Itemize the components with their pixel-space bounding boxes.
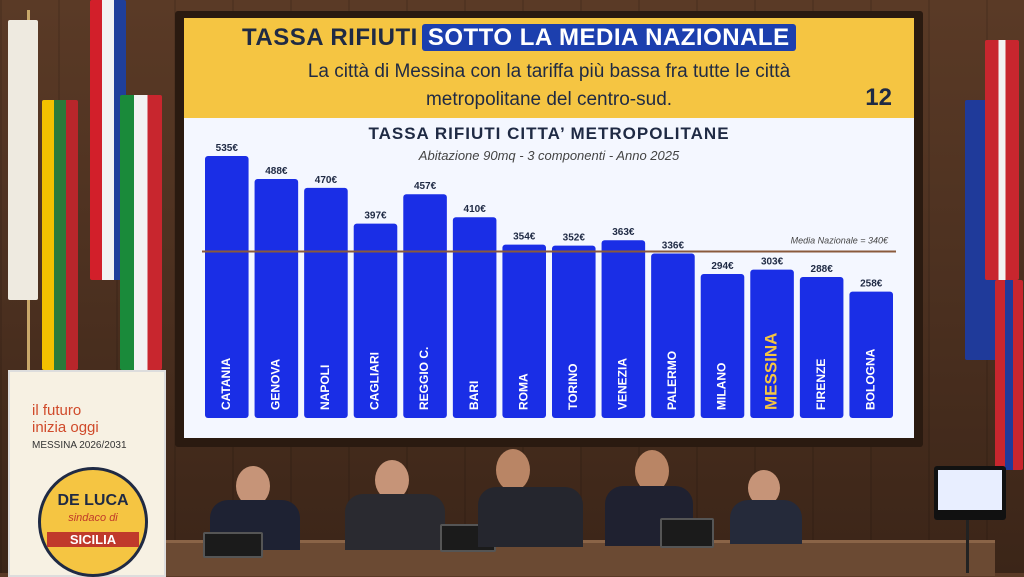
projection-slide: TASSA RIFIUTI SOTTO LA MEDIA NAZIONALE La… bbox=[184, 18, 914, 438]
bar-catania bbox=[205, 156, 249, 418]
reference-label: Media Nazionale = 340€ bbox=[791, 235, 889, 245]
bar-milano bbox=[700, 274, 745, 418]
rollup-line1: il futuro bbox=[32, 402, 82, 419]
bar-value-label: 303€ bbox=[761, 257, 784, 268]
bar-category-label: BARI bbox=[467, 381, 481, 410]
person-body bbox=[730, 500, 802, 544]
bar-value-label: 294€ bbox=[711, 261, 734, 272]
bar-value-label: 457€ bbox=[414, 181, 437, 192]
bar-category-label: MESSINA bbox=[762, 333, 781, 410]
bar-category-label: GENOVA bbox=[269, 359, 283, 410]
slide-title: TASSA RIFIUTI SOTTO LA MEDIA NAZIONALE bbox=[242, 24, 796, 52]
bar-value-label: 354€ bbox=[513, 232, 536, 243]
bar-category-label: CATANIA bbox=[219, 357, 233, 410]
bar-genova bbox=[254, 179, 299, 418]
bar-venezia bbox=[601, 240, 646, 418]
person-body bbox=[345, 494, 445, 550]
person-head bbox=[375, 460, 409, 500]
bar-category-label: BOLOGNA bbox=[863, 348, 877, 410]
bar-category-label: TORINO bbox=[566, 364, 580, 410]
person-head bbox=[635, 450, 669, 492]
person-head bbox=[236, 466, 270, 506]
bar-cagliari bbox=[353, 223, 398, 418]
bar-category-label: PALERMO bbox=[665, 351, 679, 410]
bar-value-label: 352€ bbox=[563, 233, 586, 244]
title-left: TASSA RIFIUTI bbox=[242, 24, 418, 51]
bar-bologna bbox=[849, 291, 893, 418]
bar-torino bbox=[552, 245, 596, 418]
bar-value-label: 363€ bbox=[612, 227, 635, 238]
bar-category-label: ROMA bbox=[516, 373, 530, 410]
bar-category-label: REGGIO C. bbox=[417, 347, 431, 410]
flag-italy bbox=[120, 95, 162, 370]
bar-category-label: VENEZIA bbox=[616, 358, 630, 410]
flag-lithuania bbox=[42, 100, 78, 370]
person-head bbox=[496, 449, 530, 491]
slide-subtitle: La città di Messina con la tariffa più b… bbox=[184, 58, 914, 114]
flag-red-white bbox=[985, 40, 1019, 280]
rollup-line3: MESSINA 2026/2031 bbox=[32, 440, 127, 451]
tripod-pole bbox=[966, 520, 969, 573]
rollup-role: sindaco di bbox=[68, 512, 118, 524]
bar-value-label: 535€ bbox=[216, 143, 239, 154]
campaign-rollup-banner: il futuro inizia oggi MESSINA 2026/2031 … bbox=[8, 370, 166, 577]
laptop bbox=[203, 532, 263, 558]
bar-value-label: 410€ bbox=[464, 204, 487, 215]
bar-reggioc bbox=[403, 194, 447, 418]
bar-value-label: 288€ bbox=[811, 264, 834, 275]
bar-napoli bbox=[304, 187, 348, 418]
bar-value-label: 488€ bbox=[265, 166, 288, 177]
bar-chart: 535€ CATANIA 488€ GENOVA 470€ NAPOLI 397€ CAGLI… bbox=[202, 143, 896, 418]
bar-bari bbox=[452, 217, 497, 418]
chart-title: TASSA RIFIUTI CITTA’ METROPOLITANE bbox=[368, 124, 730, 143]
subtitle-line2: metropolitane del centro-sud. bbox=[425, 89, 673, 110]
bar-roma bbox=[502, 244, 546, 418]
bar-category-label: MILANO bbox=[715, 363, 729, 410]
bar-palermo bbox=[651, 253, 695, 418]
title-highlight: SOTTO LA MEDIA NAZIONALE bbox=[421, 24, 796, 51]
bar-value-label: 470€ bbox=[315, 175, 338, 186]
page-number: 12 bbox=[865, 84, 892, 111]
campaign-logo: DE LUCA sindaco di SICILIA bbox=[38, 467, 148, 577]
bar-firenze bbox=[799, 276, 844, 418]
rollup-name: DE LUCA bbox=[57, 492, 129, 509]
bar-messina bbox=[750, 269, 794, 418]
laptop bbox=[660, 518, 714, 548]
rollup-line2: inizia oggi bbox=[32, 419, 99, 436]
flag-norway bbox=[995, 280, 1023, 470]
bar-value-label: 397€ bbox=[364, 211, 387, 222]
rollup-region: SICILIA bbox=[47, 532, 139, 547]
tablet-camera bbox=[934, 466, 1006, 520]
person-body bbox=[478, 487, 583, 547]
bar-category-label: FIRENZE bbox=[814, 359, 828, 410]
bar-category-label: CAGLIARI bbox=[368, 352, 382, 410]
chart-subtitle: Abitazione 90mq - 3 componenti - Anno 20… bbox=[418, 148, 680, 163]
flag-white bbox=[8, 20, 38, 300]
bar-value-label: 258€ bbox=[860, 279, 883, 290]
tablet-screen bbox=[938, 470, 1002, 510]
bar-value-label: 336€ bbox=[662, 240, 685, 251]
bar-category-label: NAPOLI bbox=[318, 365, 332, 410]
subtitle-line1: La città di Messina con la tariffa più b… bbox=[307, 61, 791, 82]
